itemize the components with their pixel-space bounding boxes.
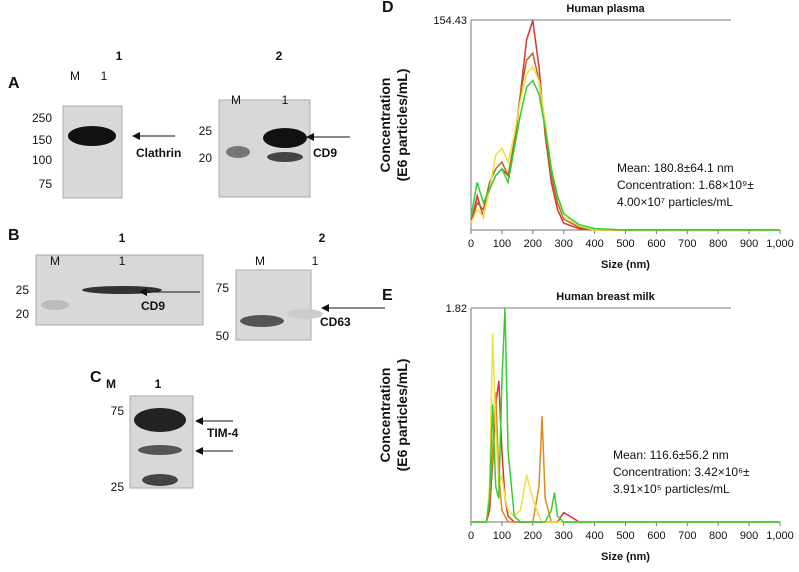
panel-label: C bbox=[90, 369, 102, 386]
blot bbox=[235, 269, 312, 341]
marker-label: 250 bbox=[32, 111, 52, 125]
panel-label: E bbox=[382, 287, 393, 304]
y-axis-label: Concentration bbox=[377, 78, 393, 173]
annotation: 4.00×10⁷ particles/mL bbox=[617, 195, 733, 209]
blot bbox=[62, 105, 123, 199]
band bbox=[41, 300, 69, 310]
panel-label: B bbox=[8, 227, 20, 244]
marker-label: 75 bbox=[39, 177, 53, 191]
y-axis-label: (E6 particles/mL) bbox=[394, 359, 410, 472]
band bbox=[134, 408, 186, 432]
x-tick-label: 400 bbox=[585, 238, 603, 250]
x-tick-label: 900 bbox=[740, 530, 758, 542]
band bbox=[267, 152, 303, 162]
lane-label: M bbox=[70, 69, 80, 83]
target-label: CD9 bbox=[313, 146, 337, 160]
annotation: Mean: 116.6±56.2 nm bbox=[613, 448, 729, 462]
x-tick-label: 800 bbox=[709, 238, 727, 250]
x-tick-label: 500 bbox=[616, 530, 634, 542]
y-axis-label: Concentration bbox=[377, 368, 393, 463]
band bbox=[240, 315, 284, 327]
blot-header: 1 bbox=[119, 231, 126, 245]
x-tick-label: 0 bbox=[468, 530, 474, 542]
marker-label: 75 bbox=[111, 404, 125, 418]
x-tick-label: 300 bbox=[555, 530, 573, 542]
lane-label: M bbox=[231, 93, 241, 107]
x-tick-label: 600 bbox=[647, 238, 665, 250]
x-tick-label: 1,000 bbox=[766, 530, 794, 542]
target-label: Clathrin bbox=[136, 146, 181, 160]
band bbox=[68, 126, 116, 146]
band bbox=[138, 445, 182, 455]
marker-label: 100 bbox=[32, 153, 52, 167]
x-tick-label: 700 bbox=[678, 238, 696, 250]
band bbox=[82, 286, 162, 294]
marker-label: 75 bbox=[216, 281, 230, 295]
blot-header: 2 bbox=[319, 231, 326, 245]
blot-header: 1 bbox=[116, 49, 123, 63]
marker-label: 25 bbox=[111, 480, 125, 494]
lane-label: 1 bbox=[101, 69, 108, 83]
blot-header: 1 bbox=[155, 377, 162, 391]
panel-label: D bbox=[382, 0, 394, 16]
y-tick-label: 1.82 bbox=[446, 303, 467, 315]
marker-label: 25 bbox=[199, 124, 213, 138]
lane-label: 1 bbox=[282, 93, 289, 107]
x-tick-label: 500 bbox=[616, 238, 634, 250]
marker-label: 20 bbox=[199, 151, 213, 165]
lane-label: M bbox=[255, 254, 265, 268]
x-tick-label: 900 bbox=[740, 238, 758, 250]
x-tick-label: 0 bbox=[468, 238, 474, 250]
panel-label: A bbox=[8, 75, 20, 92]
x-tick-label: 400 bbox=[585, 530, 603, 542]
series-line bbox=[471, 307, 780, 523]
annotation: Mean: 180.8±64.1 nm bbox=[617, 161, 734, 175]
series-line bbox=[470, 79, 780, 231]
x-axis-label: Size (nm) bbox=[601, 259, 650, 271]
annotation: Concentration: 3.42×10⁶± bbox=[613, 465, 750, 479]
band bbox=[287, 309, 323, 319]
chart-title: Human plasma bbox=[566, 3, 645, 15]
marker-label: 20 bbox=[16, 307, 30, 321]
x-axis-label: Size (nm) bbox=[601, 551, 650, 563]
x-tick-label: 200 bbox=[524, 530, 542, 542]
annotation: 3.91×10⁵ particles/mL bbox=[613, 482, 730, 496]
annotation: Concentration: 1.68×10⁹± bbox=[617, 178, 754, 192]
x-tick-label: 100 bbox=[493, 238, 511, 250]
blot-header: 2 bbox=[276, 49, 283, 63]
marker-label: 25 bbox=[16, 283, 30, 297]
x-tick-label: 600 bbox=[647, 530, 665, 542]
band bbox=[226, 146, 250, 158]
lane-label: 1 bbox=[119, 254, 126, 268]
marker-label: 150 bbox=[32, 133, 52, 147]
lane-label: M bbox=[106, 377, 116, 391]
x-tick-label: 100 bbox=[493, 530, 511, 542]
x-tick-label: 200 bbox=[524, 238, 542, 250]
lane-label: M bbox=[50, 254, 60, 268]
x-tick-label: 700 bbox=[678, 530, 696, 542]
x-tick-label: 1,000 bbox=[766, 238, 794, 250]
x-tick-label: 300 bbox=[555, 238, 573, 250]
y-axis-label: (E6 particles/mL) bbox=[394, 69, 410, 182]
lane-label: 1 bbox=[312, 254, 319, 268]
x-tick-label: 800 bbox=[709, 530, 727, 542]
chart-title: Human breast milk bbox=[556, 291, 655, 303]
band bbox=[142, 474, 178, 486]
target-label: TIM-4 bbox=[207, 426, 239, 440]
target-label: CD63 bbox=[320, 315, 351, 329]
target-label: CD9 bbox=[141, 299, 165, 313]
marker-label: 50 bbox=[216, 329, 230, 343]
band bbox=[263, 128, 307, 148]
y-tick-label: 154.43 bbox=[433, 15, 467, 27]
